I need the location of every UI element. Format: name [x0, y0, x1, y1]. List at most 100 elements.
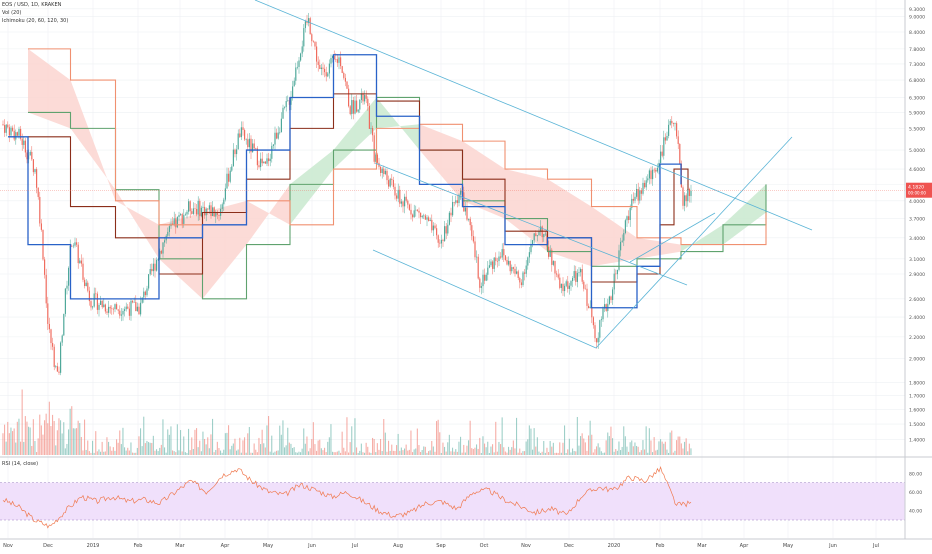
volume-bar [261, 429, 263, 455]
volume-bar [572, 448, 574, 455]
candle-body [552, 261, 554, 265]
candle-body [319, 64, 321, 70]
candle-body [282, 107, 284, 119]
volume-bar [328, 437, 330, 455]
volume-bar [327, 441, 329, 455]
candle-body [311, 34, 313, 42]
candle-body [495, 257, 497, 261]
trendlines[interactable] [0, 0, 905, 349]
candle-body [343, 72, 345, 78]
candle-body [138, 306, 140, 315]
volume-bar [7, 421, 9, 455]
time-tick-label: Jun [828, 543, 837, 549]
volume-bar [685, 438, 687, 455]
candle-body [376, 154, 378, 163]
candle-body [677, 136, 679, 144]
price-tick-label: 3.4000 [909, 236, 925, 242]
candle-body [471, 225, 473, 237]
volume-bar [216, 441, 218, 455]
volume-bar [440, 452, 442, 455]
volume-bar [560, 452, 562, 455]
volume-bar [612, 438, 614, 455]
candle-body [162, 242, 164, 254]
candle-body [53, 346, 55, 367]
candle-body [631, 198, 633, 208]
volume-bar [188, 428, 190, 455]
volume-bar [229, 449, 231, 455]
candle-body [348, 88, 350, 107]
candle-body [84, 279, 86, 287]
volume-bar [536, 437, 538, 455]
volume-bar [565, 452, 567, 455]
candle-body [295, 67, 297, 81]
volume-bar [168, 434, 170, 455]
volume-bar [140, 428, 142, 455]
candle-body [368, 105, 370, 129]
candle-body [418, 210, 420, 213]
volume-bar [31, 445, 33, 455]
candle-body [663, 137, 665, 156]
volume-bar [466, 445, 468, 455]
candle-body [184, 214, 186, 216]
candle-body [40, 223, 42, 230]
volume-bar [183, 436, 185, 455]
candle-body [420, 212, 422, 218]
candle-body [690, 190, 692, 196]
volume-bar [647, 452, 649, 455]
volume-bar [152, 435, 154, 455]
candle-body [354, 100, 356, 114]
volume-bar [373, 439, 375, 455]
time-tick-label: 2019 [87, 543, 100, 549]
volume-bar [404, 448, 406, 455]
volume-bar [234, 438, 236, 455]
candle-body [2, 124, 4, 126]
time-tick-label: Feb [656, 543, 665, 549]
candle-body [436, 228, 438, 236]
volume-bar [285, 445, 287, 455]
candle-body [405, 196, 407, 201]
volume-bar [677, 436, 679, 455]
candle-body [332, 56, 334, 59]
ichimoku-legend: Ichimoku (20, 60, 120, 30) [2, 18, 69, 24]
candle-body [261, 158, 263, 164]
candle-body [480, 286, 482, 288]
volume-bar [36, 452, 38, 455]
volume-bar [386, 451, 388, 455]
candle-body [279, 131, 281, 133]
price-tick-label: 8.4000 [909, 30, 925, 36]
volume-bar [599, 447, 601, 455]
volume-bar [272, 452, 274, 455]
price-tick-label: 2.0000 [909, 357, 925, 363]
price-tick-label: 1.5000 [909, 422, 925, 428]
volume-bar [309, 448, 311, 455]
candle-body [52, 343, 54, 347]
volume-bar [60, 420, 62, 455]
volume-bar [628, 451, 630, 455]
candle-body [90, 301, 92, 308]
volume-bar [143, 416, 145, 455]
time-tick-label: Dec [43, 543, 53, 549]
time-tick-label: Mar [175, 543, 185, 549]
volume-bar [360, 443, 362, 455]
candle-body [647, 178, 649, 181]
candle-body [421, 215, 423, 218]
volume-bar [189, 450, 191, 455]
candle-body [652, 169, 654, 180]
candle-body [445, 226, 447, 234]
candle-body [362, 93, 364, 102]
candle-body [408, 204, 410, 210]
time-tick-label: Feb [134, 543, 143, 549]
candle-body [456, 200, 458, 204]
volume-bar [492, 444, 494, 455]
price-tick-label: 2.4000 [909, 315, 925, 321]
volume-bar [324, 447, 326, 455]
candle-body [589, 306, 591, 309]
volume-bar [128, 450, 130, 455]
candle-body [287, 100, 289, 102]
candle-body [269, 158, 271, 162]
volume-bar [485, 447, 487, 455]
candle-body [572, 277, 574, 282]
candle-body [551, 249, 553, 265]
